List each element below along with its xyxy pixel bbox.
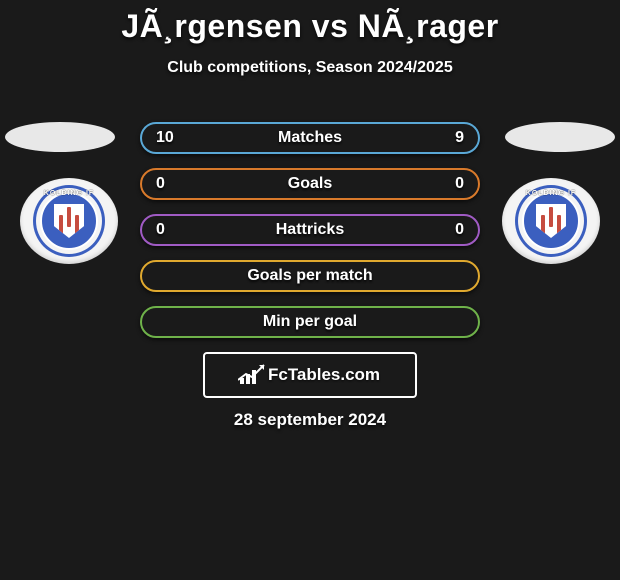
bar-hattricks: 0 Hattricks 0 <box>140 214 480 246</box>
watermark-text: FcTables.com <box>268 365 380 385</box>
club-crest-left: KOLDING IF <box>20 178 118 264</box>
club-crest-right: KOLDING IF <box>502 178 600 264</box>
gpm-label: Goals per match <box>142 267 478 285</box>
stats-bars: 10 Matches 9 0 Goals 0 0 Hattricks 0 Goa… <box>140 122 480 352</box>
hattricks-label: Hattricks <box>142 221 478 239</box>
page-title: JÃ¸rgensen vs NÃ¸rager <box>0 0 620 45</box>
bar-matches: 10 Matches 9 <box>140 122 480 154</box>
bar-chart-icon <box>240 366 262 384</box>
mpg-label: Min per goal <box>142 313 478 331</box>
bar-goals: 0 Goals 0 <box>140 168 480 200</box>
shield-icon <box>536 204 566 238</box>
bar-min-per-goal: Min per goal <box>140 306 480 338</box>
shield-icon <box>54 204 84 238</box>
date-text: 28 september 2024 <box>0 410 620 430</box>
goals-label: Goals <box>142 175 478 193</box>
bar-goals-per-match: Goals per match <box>140 260 480 292</box>
crest-text-left: KOLDING IF <box>36 190 102 197</box>
player-badge-left <box>5 122 115 152</box>
crest-text-right: KOLDING IF <box>518 190 584 197</box>
player-badge-right <box>505 122 615 152</box>
watermark: FcTables.com <box>203 352 417 398</box>
matches-label: Matches <box>142 129 478 147</box>
subtitle: Club competitions, Season 2024/2025 <box>0 59 620 77</box>
